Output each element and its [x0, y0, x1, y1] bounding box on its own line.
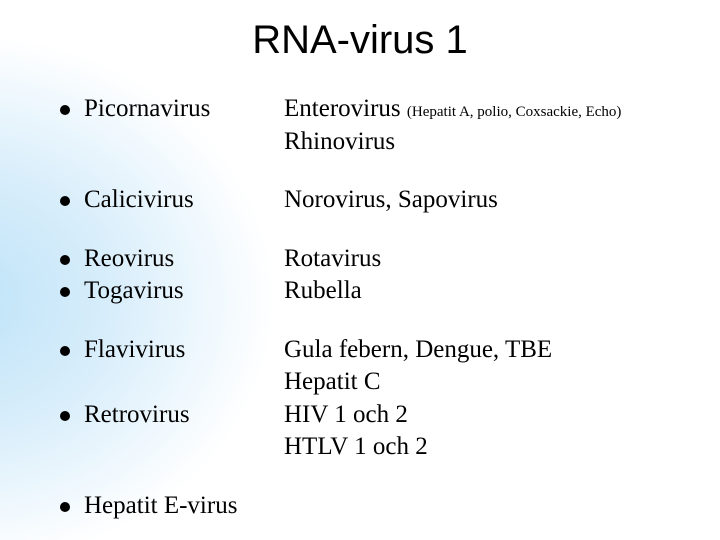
list-item: ReovirusRotavirus	[60, 243, 690, 276]
example-text: Gula febern, Dengue, TBE	[284, 336, 552, 363]
bullet-icon	[60, 196, 70, 206]
bullet-icon	[60, 411, 70, 421]
slide: RNA-virus 1 PicornavirusEnterovirus (Hep…	[0, 0, 720, 540]
example-text: HIV 1 och 2	[284, 401, 408, 428]
virus-examples: HIV 1 och 2 HTLV 1 och 2	[284, 399, 690, 464]
virus-family: Togavirus	[84, 275, 284, 308]
virus-family: Picornavirus	[84, 93, 284, 126]
example-line: Rubella	[284, 275, 690, 308]
example-text: Rhinovirus	[284, 128, 395, 155]
list-item: TogavirusRubella	[60, 275, 690, 308]
bullet-icon	[60, 502, 70, 512]
list-item: CalicivirusNorovirus, Sapovirus	[60, 184, 690, 217]
virus-family: Hepatit E-virus	[84, 490, 284, 523]
example-line: Gula febern, Dengue, TBE	[284, 334, 690, 367]
example-line: Rhinovirus	[284, 126, 690, 159]
example-line: Norovirus, Sapovirus	[284, 184, 690, 217]
virus-examples: Rotavirus	[284, 243, 690, 276]
virus-examples: Norovirus, Sapovirus	[284, 184, 690, 217]
example-text: Rubella	[284, 277, 362, 304]
example-text: Enterovirus	[284, 95, 407, 122]
example-text: Rotavirus	[284, 245, 381, 272]
bullet-icon	[60, 287, 70, 297]
example-line: Enterovirus (Hepatit A, polio, Coxsackie…	[284, 93, 690, 126]
bullet-icon	[60, 105, 70, 115]
example-text: Hepatit C	[284, 368, 381, 395]
example-line: HTLV 1 och 2	[284, 431, 690, 464]
virus-family: Calicivirus	[84, 184, 284, 217]
virus-examples: Gula febern, Dengue, TBE Hepatit C	[284, 334, 690, 399]
example-text: HTLV 1 och 2	[284, 433, 428, 460]
list-item: PicornavirusEnterovirus (Hepatit A, poli…	[60, 93, 690, 158]
virus-family: Retrovirus	[84, 399, 284, 432]
bullet-icon	[60, 346, 70, 356]
example-line: HIV 1 och 2	[284, 399, 690, 432]
virus-family: Flavivirus	[84, 334, 284, 367]
virus-family: Reovirus	[84, 243, 284, 276]
example-line: Rotavirus	[284, 243, 690, 276]
example-subtext: (Hepatit A, polio, Coxsackie, Echo)	[407, 104, 622, 120]
bullet-icon	[60, 255, 70, 265]
content-rows: PicornavirusEnterovirus (Hepatit A, poli…	[60, 93, 690, 522]
list-item: RetrovirusHIV 1 och 2 HTLV 1 och 2	[60, 399, 690, 464]
example-text: Norovirus, Sapovirus	[284, 186, 498, 213]
virus-examples: Enterovirus (Hepatit A, polio, Coxsackie…	[284, 93, 690, 158]
example-line: Hepatit C	[284, 366, 690, 399]
list-item: Hepatit E-virus	[60, 490, 690, 523]
virus-examples: Rubella	[284, 275, 690, 308]
slide-title: RNA-virus 1	[30, 18, 690, 63]
list-item: FlavivirusGula febern, Dengue, TBE Hepati…	[60, 334, 690, 399]
